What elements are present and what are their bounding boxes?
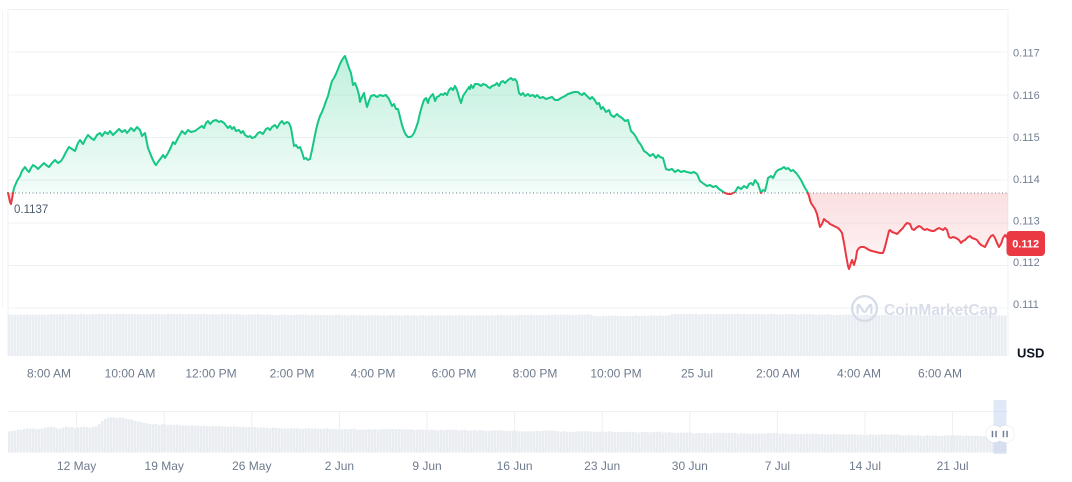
svg-text:0.114: 0.114 (1013, 174, 1040, 186)
svg-text:7 Jul: 7 Jul (765, 459, 790, 473)
svg-text:0.1137: 0.1137 (14, 204, 48, 216)
svg-text:30 Jun: 30 Jun (672, 459, 708, 473)
svg-text:14 Jul: 14 Jul (849, 459, 881, 473)
svg-text:26 May: 26 May (232, 459, 271, 473)
svg-text:4:00 AM: 4:00 AM (837, 367, 881, 381)
svg-text:0.116: 0.116 (1013, 90, 1040, 102)
svg-text:8:00 PM: 8:00 PM (513, 367, 558, 381)
svg-text:9 Jun: 9 Jun (412, 459, 441, 473)
svg-text:19 May: 19 May (145, 459, 184, 473)
svg-text:2:00 PM: 2:00 PM (270, 367, 315, 381)
svg-text:6:00 PM: 6:00 PM (432, 367, 477, 381)
svg-text:0.112: 0.112 (1013, 257, 1040, 269)
svg-text:8:00 AM: 8:00 AM (27, 367, 71, 381)
svg-text:21 Jul: 21 Jul (937, 459, 969, 473)
svg-text:10:00 AM: 10:00 AM (105, 367, 156, 381)
svg-text:10:00 PM: 10:00 PM (590, 367, 641, 381)
svg-text:23 Jun: 23 Jun (584, 459, 620, 473)
svg-text:0.117: 0.117 (1013, 48, 1040, 60)
svg-text:USD: USD (1017, 346, 1044, 361)
svg-text:2:00 AM: 2:00 AM (756, 367, 800, 381)
svg-text:4:00 PM: 4:00 PM (351, 367, 396, 381)
svg-text:12:00 PM: 12:00 PM (185, 367, 236, 381)
svg-text:0.113: 0.113 (1013, 216, 1040, 228)
svg-text:12 May: 12 May (57, 459, 96, 473)
svg-text:CoinMarketCap: CoinMarketCap (884, 302, 998, 319)
svg-text:6:00 AM: 6:00 AM (918, 367, 962, 381)
svg-text:25 Jul: 25 Jul (681, 367, 713, 381)
svg-text:0.112: 0.112 (1012, 238, 1039, 250)
svg-text:2 Jun: 2 Jun (325, 459, 354, 473)
svg-text:16 Jun: 16 Jun (497, 459, 533, 473)
svg-text:0.115: 0.115 (1013, 132, 1040, 144)
svg-text:0.111: 0.111 (1013, 299, 1039, 311)
